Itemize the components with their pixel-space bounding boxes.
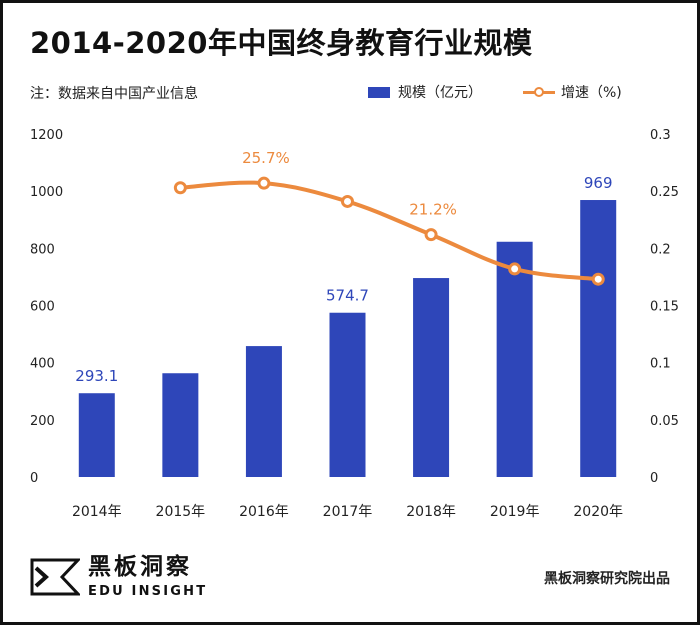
growth-point-4 bbox=[424, 228, 438, 242]
left-tick-label: 1000 bbox=[30, 185, 63, 200]
source-note: 注：数据来自中国产业信息 bbox=[30, 86, 198, 102]
right-tick-label: 0.1 bbox=[650, 357, 671, 372]
growth-point-3 bbox=[341, 194, 354, 208]
growth-point-2 bbox=[257, 176, 271, 190]
legend-bar-label: 规模（亿元） bbox=[398, 85, 482, 101]
right-tick-label: 0.25 bbox=[650, 185, 679, 200]
legend-line-entry: 增速（%) bbox=[523, 82, 622, 102]
logo-text-cn: 黑板洞察 bbox=[88, 554, 192, 580]
right-tick-label: 0.05 bbox=[650, 414, 679, 429]
bar-4 bbox=[413, 278, 450, 477]
growth-line bbox=[180, 180, 599, 282]
left-tick-label: 600 bbox=[30, 300, 55, 315]
brand-logo: 黑板洞察 EDU INSIGHT bbox=[30, 556, 207, 598]
growth-point-1 bbox=[173, 181, 187, 195]
bar-data-label: 969 bbox=[584, 174, 613, 192]
left-tick-label: 400 bbox=[30, 357, 55, 372]
bar-0 bbox=[78, 393, 115, 477]
bar-1 bbox=[162, 373, 199, 477]
bar-data-label: 293.1 bbox=[75, 367, 118, 385]
publisher-credit: 黑板洞察研究院出品 bbox=[544, 571, 670, 587]
left-tick-label: 1200 bbox=[30, 128, 63, 143]
right-tick-label: 0 bbox=[650, 471, 658, 486]
legend-bar-entry: 规模（亿元） bbox=[368, 82, 482, 102]
x-tick-label: 2018年 bbox=[406, 504, 456, 520]
logo-text-en: EDU INSIGHT bbox=[88, 584, 208, 599]
legend-line-label: 增速（%) bbox=[561, 85, 622, 101]
growth-point-5 bbox=[508, 262, 522, 276]
x-tick-label: 2016年 bbox=[239, 504, 289, 520]
x-tick-label: 2020年 bbox=[573, 504, 623, 520]
bar-5 bbox=[496, 241, 533, 477]
legend-bar-swatch bbox=[368, 86, 390, 98]
left-tick-label: 0 bbox=[30, 471, 38, 486]
right-tick-label: 0.2 bbox=[650, 242, 671, 257]
legend-line-swatch bbox=[523, 86, 555, 98]
right-tick-label: 0.15 bbox=[650, 300, 679, 315]
bar-data-label: 574.7 bbox=[326, 287, 369, 305]
x-tick-label: 2015年 bbox=[156, 504, 206, 520]
logo-mark-icon bbox=[30, 558, 80, 596]
line-data-label: 21.2% bbox=[409, 201, 457, 219]
bar-6 bbox=[580, 200, 617, 477]
combo-chart: 0 200 400 600 800 1000 1200 0 0.05 0.1 0.15 0.2 0.25… bbox=[30, 128, 679, 520]
x-tick-label: 2019年 bbox=[490, 504, 540, 520]
right-tick-label: 0.3 bbox=[650, 128, 671, 143]
growth-point-6 bbox=[591, 272, 605, 286]
left-tick-label: 800 bbox=[30, 242, 55, 257]
left-tick-label: 200 bbox=[30, 414, 55, 429]
bar-2 bbox=[245, 346, 282, 477]
bar-3 bbox=[329, 312, 366, 477]
line-data-label: 25.7% bbox=[242, 149, 290, 167]
x-tick-label: 2014年 bbox=[72, 504, 122, 520]
chart-title: 2014-2020年中国终身教育行业规模 bbox=[30, 26, 533, 60]
x-tick-label: 2017年 bbox=[323, 504, 373, 520]
